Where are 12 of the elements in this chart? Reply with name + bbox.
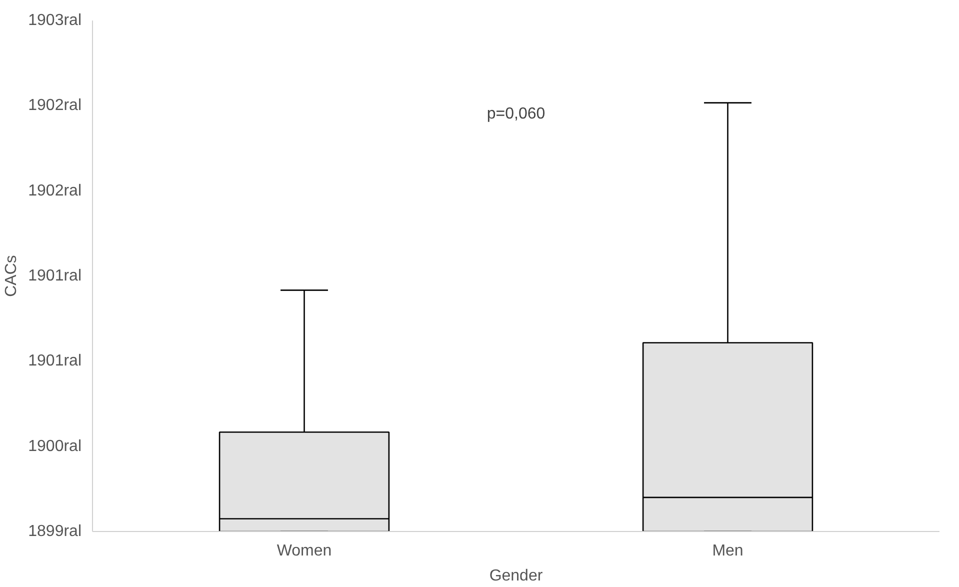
y-tick-label: 1900ral: [28, 438, 82, 455]
y-axis-title: CACs: [3, 255, 20, 297]
x-tick-label: Men: [712, 542, 744, 560]
y-tick-label: 1902ral: [28, 182, 82, 200]
annotation: p=0,060: [486, 106, 546, 123]
y-tick-label: 1902ral: [28, 97, 82, 114]
x-tick-label: Women: [276, 542, 332, 560]
y-tick-label: 1901ral: [28, 352, 82, 370]
y-tick-label: 1903ral: [28, 12, 82, 29]
y-tick-label: 1901ral: [28, 268, 82, 284]
x-axis-title: Gender: [489, 568, 544, 584]
y-tick-label: 1899ral: [28, 523, 82, 540]
